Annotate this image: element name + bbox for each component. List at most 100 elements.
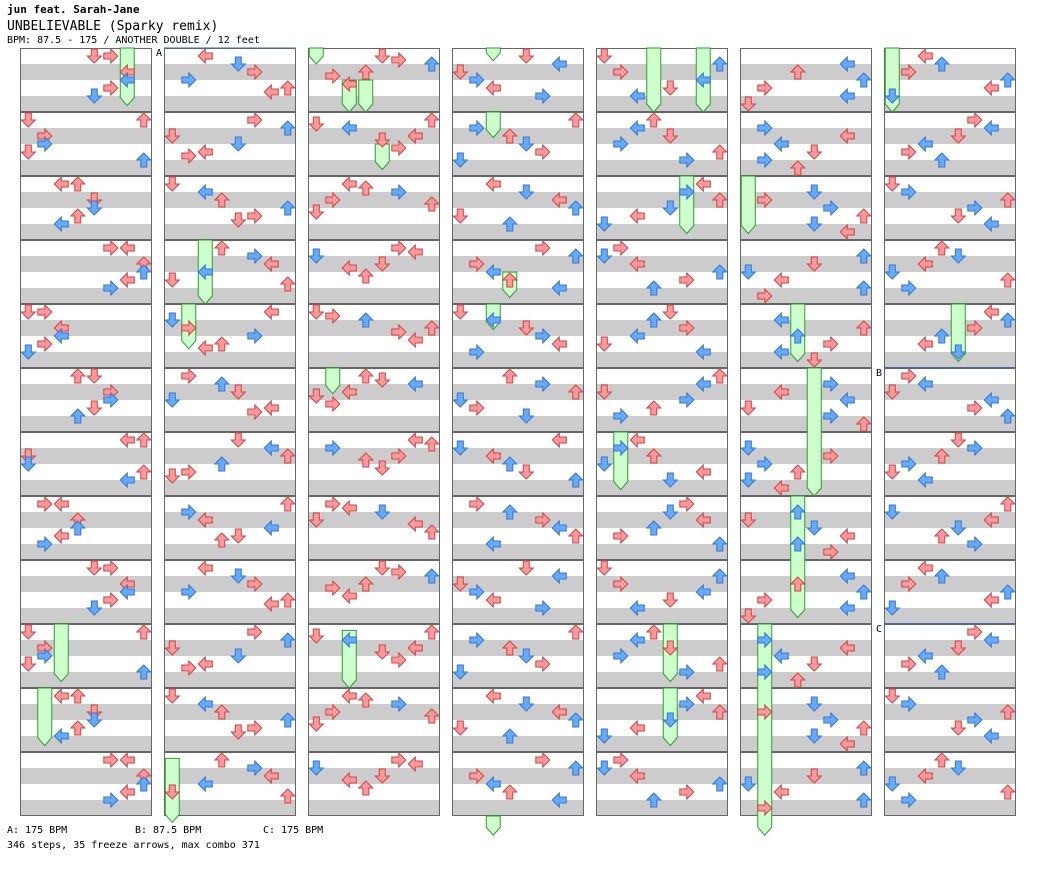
step-arrow — [164, 392, 181, 408]
beat-stripe — [884, 608, 1016, 624]
step-arrow — [501, 128, 519, 144]
beat-stripe — [164, 224, 296, 240]
step-arrow — [999, 408, 1017, 424]
step-arrow — [279, 120, 297, 136]
step-arrow — [855, 584, 873, 600]
step-arrow — [230, 56, 247, 72]
step-arrow — [247, 247, 263, 265]
measure-frame — [164, 624, 296, 688]
step-arrow — [884, 504, 901, 520]
step-arrow — [213, 704, 231, 720]
step-arrow — [325, 703, 341, 721]
step-arrow — [230, 432, 247, 448]
step-arrow — [711, 264, 729, 280]
beat-stripe — [884, 96, 1016, 112]
step-arrow — [999, 312, 1017, 328]
step-arrow — [789, 504, 807, 520]
step-arrow — [967, 199, 983, 217]
step-arrow — [773, 343, 789, 361]
beat-stripe — [740, 288, 872, 304]
beat-stripe — [884, 576, 1016, 592]
step-arrow — [423, 196, 441, 212]
beat-stripe — [596, 64, 728, 80]
beat-stripe — [740, 96, 872, 112]
beat-stripe — [884, 192, 1016, 208]
step-arrow — [740, 400, 757, 416]
step-arrow — [983, 79, 999, 97]
step-arrow — [679, 391, 695, 409]
beat-stripe — [452, 256, 584, 272]
step-arrow — [933, 528, 951, 544]
step-arrow — [308, 116, 325, 132]
step-arrow — [645, 312, 663, 328]
step-arrow — [917, 375, 933, 393]
step-arrow — [308, 716, 325, 732]
step-arrow — [839, 735, 855, 753]
beat-stripe — [740, 320, 872, 336]
beat-stripe — [308, 480, 440, 496]
step-arrow — [391, 183, 407, 201]
beat-stripe — [308, 640, 440, 656]
measure-frame — [884, 112, 1016, 176]
beat-stripe — [884, 320, 1016, 336]
beat-stripe — [20, 256, 152, 272]
step-arrow — [53, 495, 69, 513]
step-arrow — [983, 119, 999, 137]
step-arrow — [37, 303, 53, 321]
beat-stripe — [308, 416, 440, 432]
step-arrow — [567, 384, 585, 400]
beat-stripe — [884, 64, 1016, 80]
song-meta: BPM: 87.5 - 175 / ANOTHER DOUBLE / 12 fe… — [7, 35, 260, 46]
step-arrow — [341, 75, 357, 93]
beat-stripe — [308, 608, 440, 624]
step-arrow — [901, 455, 917, 473]
freeze-arrow — [646, 47, 662, 113]
step-arrow — [823, 375, 839, 393]
step-arrow — [501, 640, 519, 656]
step-arrow — [357, 576, 375, 592]
step-arrow — [535, 375, 551, 393]
measure-frame — [596, 112, 728, 176]
measure-frame — [740, 176, 872, 240]
step-arrow — [164, 640, 181, 656]
step-arrow — [613, 647, 629, 665]
step-arrow — [613, 751, 629, 769]
step-arrow — [469, 767, 485, 785]
step-arrow — [518, 48, 535, 64]
beat-stripe — [20, 192, 152, 208]
step-arrow — [551, 519, 567, 537]
step-arrow — [679, 495, 695, 513]
beat-stripe — [20, 544, 152, 560]
step-arrow — [773, 311, 789, 329]
measure-frame — [740, 432, 872, 496]
step-arrow — [629, 255, 645, 273]
step-arrow — [452, 720, 469, 736]
step-arrow — [423, 624, 441, 640]
step-arrow — [901, 791, 917, 809]
step-arrow — [711, 192, 729, 208]
step-arrow — [823, 199, 839, 217]
step-arrow — [308, 304, 325, 320]
step-arrow — [279, 496, 297, 512]
step-arrow — [135, 624, 153, 640]
step-arrow — [999, 496, 1017, 512]
beat-stripe — [596, 544, 728, 560]
step-arrow — [407, 515, 423, 533]
step-arrow — [855, 792, 873, 808]
step-arrow — [596, 760, 613, 776]
step-arrow — [469, 495, 485, 513]
measure-frame — [308, 624, 440, 688]
step-arrow — [37, 135, 53, 153]
beat-stripe — [452, 448, 584, 464]
measure-frame — [308, 304, 440, 368]
measure-frame — [164, 368, 296, 432]
beat-stripe — [308, 704, 440, 720]
step-arrow — [391, 651, 407, 669]
step-arrow — [53, 175, 69, 193]
step-arrow — [839, 527, 855, 545]
measure-frame — [308, 112, 440, 176]
step-arrow — [901, 279, 917, 297]
step-arrow — [551, 791, 567, 809]
step-arrow — [999, 784, 1017, 800]
